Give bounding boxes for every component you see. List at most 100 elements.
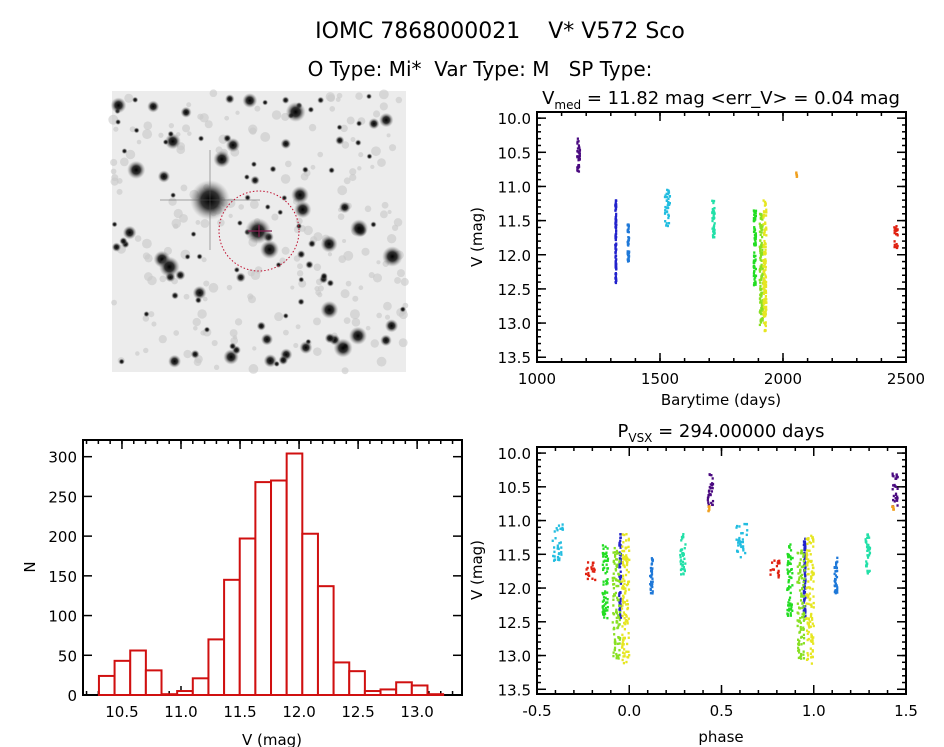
data-point — [601, 606, 604, 609]
histogram-bar — [363, 690, 382, 696]
star — [121, 148, 128, 155]
data-point — [799, 574, 803, 578]
data-point — [651, 580, 654, 583]
data-point — [601, 552, 605, 555]
data-point — [683, 568, 686, 571]
data-point — [804, 610, 807, 613]
noise-blob — [226, 284, 233, 291]
data-point — [799, 558, 802, 561]
data-point — [759, 217, 763, 220]
data-point — [623, 558, 626, 561]
data-point — [577, 165, 581, 168]
star — [143, 310, 150, 318]
data-point — [795, 175, 799, 178]
data-point — [615, 267, 618, 271]
data-point — [650, 584, 653, 587]
data-point — [711, 217, 714, 220]
data-point — [801, 552, 804, 555]
data-point — [614, 206, 617, 209]
data-point — [626, 603, 630, 606]
data-point — [802, 611, 805, 615]
data-point — [800, 592, 803, 595]
data-point — [891, 488, 894, 491]
data-point — [761, 309, 764, 312]
data-point — [763, 239, 766, 243]
data-point — [759, 233, 762, 237]
data-point — [762, 286, 765, 289]
data-point — [712, 199, 716, 203]
data-point — [787, 579, 791, 582]
star — [282, 312, 289, 319]
data-point — [615, 232, 618, 235]
data-point — [804, 537, 807, 541]
data-point — [759, 267, 762, 270]
data-point — [735, 524, 739, 528]
data-point — [798, 561, 801, 565]
data-point — [762, 223, 765, 226]
star — [297, 298, 305, 306]
data-point — [796, 619, 799, 622]
data-point — [614, 569, 618, 572]
noise-blob — [343, 177, 351, 185]
data-point — [593, 570, 596, 573]
data-point — [618, 648, 621, 652]
data-point — [742, 549, 745, 552]
data-point — [790, 605, 793, 608]
data-point — [651, 577, 654, 581]
y-tick-label: 13.5 — [498, 681, 531, 699]
data-point — [788, 603, 791, 607]
data-point — [802, 589, 805, 593]
data-point — [764, 210, 767, 213]
x-tick-label: 10.5 — [105, 703, 138, 721]
data-point — [618, 542, 621, 545]
figure-subtitle: O Type: Mi* Var Type: M SP Type: — [308, 57, 653, 81]
y-tick-label: 11.0 — [498, 513, 531, 531]
data-point — [867, 549, 870, 552]
data-point — [868, 569, 871, 573]
star — [213, 150, 231, 168]
star — [168, 354, 182, 368]
data-point — [809, 597, 812, 601]
data-point — [578, 145, 581, 149]
data-point — [667, 197, 670, 201]
data-point — [866, 569, 869, 573]
data-point — [754, 274, 758, 278]
noise-blob — [342, 239, 347, 244]
data-point — [764, 313, 767, 316]
data-point — [613, 582, 616, 586]
data-point — [805, 602, 808, 605]
data-point — [790, 603, 793, 606]
data-point — [611, 579, 615, 582]
data-point — [807, 637, 810, 641]
data-point — [893, 229, 896, 232]
y-tick-label: 12.0 — [498, 247, 531, 265]
data-point — [786, 552, 789, 556]
data-point — [602, 596, 606, 599]
noise-blob — [249, 199, 259, 209]
data-point — [681, 537, 684, 540]
data-point — [764, 274, 767, 277]
data-point — [622, 643, 625, 646]
data-point — [605, 570, 609, 573]
x-tick-label: 0.5 — [710, 702, 734, 720]
data-point — [789, 614, 793, 617]
data-point — [682, 573, 685, 576]
data-point — [800, 652, 803, 656]
data-point — [576, 137, 579, 140]
data-point — [753, 251, 756, 254]
data-point — [622, 655, 625, 658]
data-point — [754, 283, 757, 286]
data-point — [618, 604, 621, 608]
histogram-bar — [129, 649, 147, 697]
noise-blob — [388, 144, 397, 152]
noise-blob — [386, 234, 397, 244]
data-point — [798, 639, 801, 643]
data-point — [834, 565, 838, 569]
data-point — [759, 255, 763, 258]
data-point — [867, 546, 871, 549]
data-point — [604, 555, 607, 559]
data-point — [614, 591, 617, 595]
data-point — [614, 203, 617, 207]
data-point — [561, 528, 565, 531]
data-point — [866, 554, 869, 557]
